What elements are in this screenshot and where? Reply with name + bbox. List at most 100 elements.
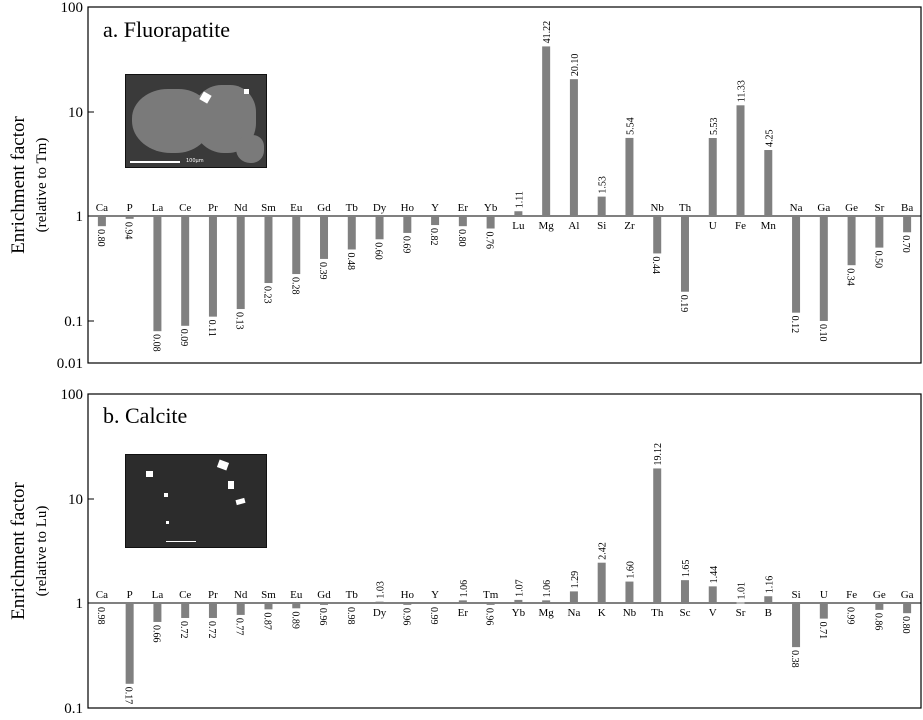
element-label: Lu — [512, 220, 525, 232]
bar-b-Fe — [847, 603, 856, 604]
value-label: 1.60 — [625, 561, 636, 579]
element-label: V — [709, 607, 717, 619]
value-label: 0.34 — [845, 268, 856, 286]
y-axis-label-a: Enrichment factor — [8, 115, 29, 253]
value-label: 0.77 — [234, 618, 245, 636]
bar-a-Al — [569, 79, 578, 216]
bar-b-B — [764, 596, 773, 603]
bar-b-Pr — [208, 603, 217, 618]
panel-title-b: b. Calcite — [103, 403, 187, 428]
element-label: Dy — [373, 202, 387, 214]
element-label: Ho — [401, 589, 415, 601]
element-label: Ga — [901, 589, 914, 601]
bar-b-Ho — [403, 603, 412, 605]
value-label: 0.87 — [261, 612, 272, 630]
element-label: P — [127, 589, 133, 601]
element-label: Pr — [208, 589, 218, 601]
element-label: Na — [568, 607, 581, 619]
value-label: 0.11 — [206, 320, 217, 337]
element-label: Tb — [346, 589, 359, 601]
value-label: 41.22 — [542, 21, 553, 44]
bar-b-Dy — [375, 601, 384, 603]
value-label: 0.82 — [428, 228, 439, 246]
value-label: 0.96 — [400, 608, 411, 626]
element-label: Ho — [401, 202, 415, 214]
value-label: 1.03 — [376, 581, 387, 599]
value-label: 0.96 — [317, 608, 328, 626]
element-label: Er — [458, 607, 469, 619]
bar-a-Dy — [375, 216, 384, 240]
value-label: 0.76 — [484, 232, 495, 250]
element-label: Tb — [346, 202, 359, 214]
bar-a-Na — [792, 216, 801, 313]
element-label: Nd — [234, 589, 248, 601]
element-label: Sr — [874, 202, 884, 214]
value-label: 0.12 — [789, 316, 800, 334]
element-label: Gd — [317, 589, 331, 601]
bar-b-U — [819, 603, 828, 619]
bar-a-Ho — [403, 216, 412, 233]
bar-a-Eu — [292, 216, 301, 275]
value-label: 0.99 — [428, 607, 439, 625]
value-label: 1.16 — [764, 576, 775, 594]
bar-b-Tb — [347, 603, 356, 604]
element-label: U — [709, 220, 717, 232]
element-label: Nd — [234, 202, 248, 214]
value-label: 0.19 — [678, 295, 689, 313]
value-label: 19.12 — [653, 443, 664, 466]
element-label: Mn — [761, 220, 777, 232]
sem-scale-label: 100μm — [186, 158, 204, 164]
plot-frame-a — [87, 6, 922, 364]
element-label: Yb — [484, 202, 498, 214]
bar-b-Ca — [97, 603, 106, 604]
element-label: Sm — [261, 202, 276, 214]
element-label: Er — [458, 202, 469, 214]
value-label: 0.60 — [373, 242, 384, 260]
value-label: 1.44 — [709, 566, 720, 584]
value-label: 0.80 — [456, 229, 467, 247]
y-axis-sublabel-b: (relative to Lu) — [34, 506, 50, 597]
bar-b-Er — [458, 600, 467, 603]
value-label: 1.53 — [598, 176, 609, 194]
value-label: 1.06 — [542, 580, 553, 598]
element-label: Si — [597, 220, 606, 232]
element-label: Nb — [623, 607, 637, 619]
bar-b-V — [708, 586, 717, 603]
y-tick-label-a: 0.1 — [64, 314, 83, 330]
bar-b-Nd — [236, 603, 245, 615]
bar-b-Na — [569, 591, 578, 603]
value-label: 0.98 — [345, 607, 356, 625]
value-label: 0.44 — [650, 256, 661, 274]
bar-b-Sc — [680, 580, 689, 603]
element-label: Sr — [736, 607, 746, 619]
element-label: Al — [568, 220, 579, 232]
element-label: Eu — [290, 589, 303, 601]
value-label: 0.38 — [789, 650, 800, 668]
value-label: 0.80 — [900, 616, 911, 634]
element-label: Ge — [845, 202, 858, 214]
element-label: Th — [651, 607, 664, 619]
element-label: La — [152, 589, 164, 601]
bar-a-Ca — [97, 216, 106, 227]
plot-frame-b — [87, 393, 922, 709]
value-label: 0.96 — [484, 608, 495, 626]
bar-b-La — [153, 603, 162, 622]
y-tick-label-a: 1 — [76, 209, 84, 225]
bar-a-Ce — [181, 216, 190, 326]
element-label: Y — [431, 202, 439, 214]
value-label: 0.86 — [872, 613, 883, 631]
sem-image-fluorapatite: 100μm — [125, 74, 267, 168]
y-tick-label-b: 10 — [68, 492, 83, 508]
y-axis-sublabel-a: (relative to Tm) — [34, 138, 50, 233]
element-label: Ge — [873, 589, 886, 601]
element-label: Fe — [735, 220, 746, 232]
bar-a-Ga — [819, 216, 828, 321]
bar-a-Si — [597, 196, 606, 216]
bar-a-Pr — [208, 216, 217, 317]
element-label: Ce — [179, 202, 191, 214]
value-label: 0.94 — [123, 222, 134, 240]
element-label: Zr — [624, 220, 635, 232]
value-label: 0.28 — [289, 277, 300, 295]
bar-b-Eu — [292, 603, 301, 609]
